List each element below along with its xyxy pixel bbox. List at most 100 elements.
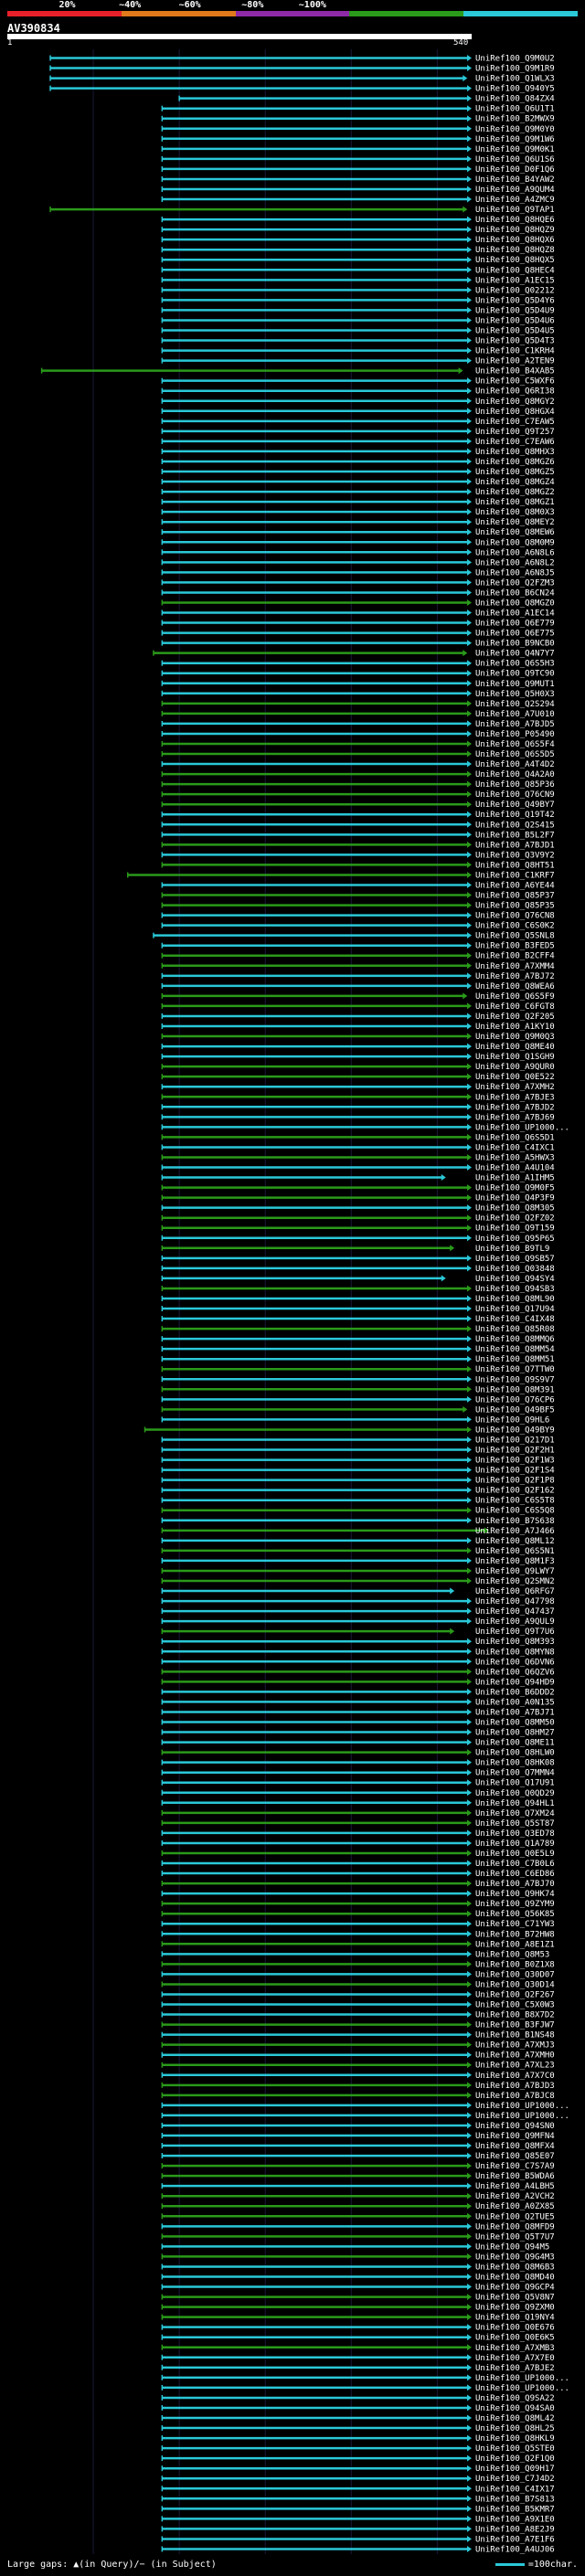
hit-label[interactable]: UniRef100_Q8M53 (475, 1950, 549, 1959)
hit-label[interactable]: UniRef100_Q49BF5 (475, 1405, 555, 1415)
hit-row[interactable]: UniRef100_Q9M0Y0 (161, 125, 555, 134)
hit-row[interactable]: UniRef100_Q9S9V7 (161, 1375, 555, 1384)
hit-label[interactable]: UniRef100_D0F1Q6 (475, 165, 555, 175)
hit-row[interactable]: UniRef100_C5WXF6 (161, 377, 555, 387)
hit-row[interactable]: UniRef100_C6FGT8 (161, 1002, 555, 1012)
hit-row[interactable]: UniRef100_Q5D4U5 (161, 326, 555, 335)
hit-label[interactable]: UniRef100_Q8MMQ6 (475, 1335, 555, 1344)
hit-label[interactable]: UniRef100_Q03848 (475, 1265, 555, 1274)
hit-row[interactable]: UniRef100_Q6S5F4 (161, 740, 555, 749)
hit-label[interactable]: UniRef100_A7XMH0 (475, 2051, 555, 2061)
hit-row[interactable]: UniRef100_Q30D07 (161, 1970, 555, 1979)
hit-label[interactable]: UniRef100_Q76CP6 (475, 1395, 555, 1405)
hit-label[interactable]: UniRef100_Q9T159 (475, 1224, 555, 1234)
hit-row[interactable]: UniRef100_A7BJ71 (161, 1708, 555, 1717)
hit-row[interactable]: UniRef100_Q94SY4 (161, 1275, 555, 1284)
hit-row[interactable]: UniRef100_C6S0K2 (161, 922, 555, 931)
hit-label[interactable]: UniRef100_Q0E676 (475, 2324, 555, 2333)
hit-label[interactable]: UniRef100_Q6E779 (475, 620, 555, 629)
hit-label[interactable]: UniRef100_A9QUR0 (475, 1063, 555, 1072)
hit-row[interactable]: UniRef100_Q5D4Y6 (161, 296, 555, 305)
hit-row[interactable]: UniRef100_C1KRH4 (161, 347, 555, 356)
hit-row[interactable]: UniRef100_A7BJE3 (161, 1093, 555, 1102)
hit-label[interactable]: UniRef100_A7J466 (475, 1527, 555, 1536)
hit-label[interactable]: UniRef100_Q2F162 (475, 1487, 555, 1496)
hit-label[interactable]: UniRef100_Q217D1 (475, 1436, 555, 1445)
hit-label[interactable]: UniRef100_Q5ST87 (475, 1819, 555, 1829)
hit-row[interactable]: UniRef100_Q8HT51 (161, 861, 555, 870)
hit-row[interactable]: UniRef100_Q6U1S6 (161, 155, 555, 164)
hit-row[interactable]: UniRef100_UP1000... (161, 2102, 569, 2111)
hit-row[interactable]: UniRef100_Q85E07 (161, 2152, 555, 2161)
hit-row[interactable]: UniRef100_A0ZX85 (161, 2202, 555, 2211)
hit-label[interactable]: UniRef100_Q6U1T1 (475, 105, 555, 114)
hit-label[interactable]: UniRef100_Q5D4Y6 (475, 296, 555, 305)
hit-label[interactable]: UniRef100_A7BJ69 (475, 1113, 555, 1122)
hit-label[interactable]: UniRef100_Q8MHX3 (475, 448, 555, 457)
hit-row[interactable]: UniRef100_Q19NY4 (161, 2314, 555, 2323)
hit-row[interactable]: UniRef100_Q9M1R9 (49, 65, 555, 74)
hit-label[interactable]: UniRef100_A0N135 (475, 1698, 555, 1707)
hit-row[interactable]: UniRef100_Q95P65 (161, 1235, 555, 1244)
hit-label[interactable]: UniRef100_Q6E775 (475, 630, 555, 639)
hit-row[interactable]: UniRef100_C6ED86 (161, 1870, 555, 1879)
hit-label[interactable]: UniRef100_A6N8J5 (475, 568, 555, 578)
hit-label[interactable]: UniRef100_A1IHM5 (475, 1174, 555, 1183)
hit-label[interactable]: UniRef100_UP1000... (475, 2384, 569, 2393)
hit-row[interactable]: UniRef100_UP1000... (161, 2112, 569, 2121)
hit-row[interactable]: UniRef100_Q8MM50 (161, 1719, 555, 1728)
hit-label[interactable]: UniRef100_Q9ZXM0 (475, 2304, 555, 2313)
hit-row[interactable]: UniRef100_A7U010 (161, 710, 555, 719)
hit-label[interactable]: UniRef100_B3FED5 (475, 942, 555, 951)
hit-row[interactable]: UniRef100_Q8ML12 (161, 1537, 555, 1546)
hit-label[interactable]: UniRef100_Q6S5F9 (475, 992, 555, 1002)
hit-label[interactable]: UniRef100_A7XMB3 (475, 2344, 555, 2353)
hit-label[interactable]: UniRef100_Q8MM51 (475, 1355, 555, 1364)
hit-row[interactable]: UniRef100_Q85P35 (161, 902, 555, 911)
hit-row[interactable]: UniRef100_Q2FZ02 (161, 1214, 555, 1224)
hit-label[interactable]: UniRef100_C6ED86 (475, 1870, 555, 1879)
hit-row[interactable]: UniRef100_Q19T42 (161, 811, 555, 820)
hit-row[interactable]: UniRef100_A0N135 (161, 1698, 555, 1707)
hit-label[interactable]: UniRef100_Q94HD9 (475, 1678, 555, 1687)
hit-label[interactable]: UniRef100_Q8M1F3 (475, 1557, 555, 1566)
hit-label[interactable]: UniRef100_Q85P36 (475, 780, 555, 790)
hit-label[interactable]: UniRef100_Q8MD40 (475, 2274, 555, 2283)
hit-row[interactable]: UniRef100_Q2TUE5 (161, 2212, 555, 2221)
hit-row[interactable]: UniRef100_Q76CP6 (161, 1395, 555, 1405)
hit-row[interactable]: UniRef100_P05490 (161, 730, 555, 739)
hit-row[interactable]: UniRef100_Q9GCP4 (161, 2284, 555, 2293)
hit-row[interactable]: UniRef100_Q94M5 (161, 2242, 549, 2252)
hit-row[interactable]: UniRef100_Q94HL1 (161, 1799, 555, 1808)
hit-label[interactable]: UniRef100_C4IXC1 (475, 1143, 555, 1152)
hit-label[interactable]: UniRef100_A6N8L6 (475, 548, 555, 557)
hit-row[interactable]: UniRef100_Q84ZX4 (178, 95, 555, 104)
hit-label[interactable]: UniRef100_Q9M1W6 (475, 135, 555, 144)
hit-label[interactable]: UniRef100_A7BJD1 (475, 841, 555, 850)
hit-row[interactable]: UniRef100_B5WDA6 (161, 2172, 555, 2181)
hit-row[interactable]: UniRef100_A9X1E0 (161, 2515, 555, 2524)
hit-label[interactable]: UniRef100_Q5V8N7 (475, 2294, 555, 2303)
hit-label[interactable]: UniRef100_B2CFF4 (475, 952, 555, 961)
hit-label[interactable]: UniRef100_Q5STE0 (475, 2444, 555, 2454)
hit-row[interactable]: UniRef100_Q2F205 (161, 1012, 555, 1022)
hit-row[interactable]: UniRef100_Q6E779 (161, 620, 555, 629)
hit-label[interactable]: UniRef100_Q8ML90 (475, 1295, 555, 1304)
hit-label[interactable]: UniRef100_A7XL23 (475, 2062, 555, 2071)
hit-row[interactable]: UniRef100_Q6S5D5 (161, 750, 555, 759)
hit-label[interactable]: UniRef100_Q8MFD9 (475, 2222, 555, 2231)
hit-label[interactable]: UniRef100_A2TEN9 (475, 357, 555, 366)
hit-row[interactable]: UniRef100_Q9SB57 (161, 1255, 555, 1264)
hit-label[interactable]: UniRef100_Q2TUE5 (475, 2212, 555, 2221)
hit-label[interactable]: UniRef100_Q9S9V7 (475, 1375, 555, 1384)
hit-row[interactable]: UniRef100_Q6RI38 (161, 387, 555, 397)
hit-row[interactable]: UniRef100_Q940Y5 (49, 85, 555, 94)
hit-label[interactable]: UniRef100_A7BJD5 (475, 720, 555, 729)
hit-label[interactable]: UniRef100_Q8M0M9 (475, 538, 555, 547)
hit-label[interactable]: UniRef100_A8E2J9 (475, 2525, 555, 2534)
hit-row[interactable]: UniRef100_A7XMJ3 (161, 2041, 555, 2051)
hit-label[interactable]: UniRef100_B9TL9 (475, 1245, 549, 1254)
hit-label[interactable]: UniRef100_Q0QD29 (475, 1789, 555, 1798)
hit-row[interactable]: UniRef100_A7BJD3 (161, 2082, 555, 2091)
hit-row[interactable]: UniRef100_A7X7E0 (161, 2354, 555, 2363)
